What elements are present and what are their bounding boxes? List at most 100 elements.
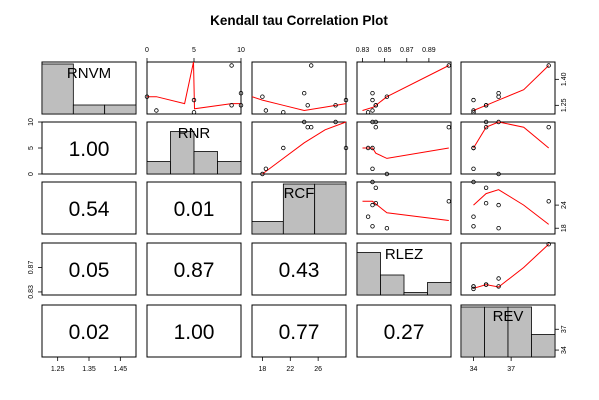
- scatter-point: [483, 103, 489, 108]
- scatter-point: [446, 199, 451, 204]
- panel-frame: [356, 121, 452, 175]
- scatter-point: [333, 103, 338, 108]
- x-tick-label: 0.87: [400, 47, 414, 54]
- smoother-line: [473, 65, 550, 111]
- scatter-point: [144, 94, 150, 99]
- scatter-point: [483, 124, 489, 130]
- x-tick-label: 34: [470, 366, 478, 373]
- y-tick-label: 34: [561, 346, 568, 354]
- histogram-bar: [531, 334, 556, 358]
- scatter-point: [373, 124, 378, 130]
- panel-frame: [460, 121, 556, 175]
- scatter-point: [471, 224, 476, 229]
- correlation-value: 0.43: [279, 259, 320, 282]
- x-tick-label: 26: [314, 366, 322, 373]
- scatter-point: [373, 200, 378, 206]
- scatter-point: [302, 119, 307, 125]
- panel-rnr-rev: [460, 119, 556, 177]
- scatter-point: [496, 90, 501, 96]
- scatter-point: [546, 241, 551, 247]
- scatter-point: [154, 108, 159, 113]
- scatter-point: [191, 97, 197, 103]
- scatter-point: [370, 119, 375, 125]
- scatter-point: [302, 90, 307, 96]
- histogram-bar: [427, 282, 452, 296]
- scatter-point: [373, 103, 378, 108]
- scatter-point: [496, 94, 501, 99]
- correlation-value: 0.01: [174, 198, 215, 221]
- y-tick-label: 37: [561, 325, 568, 333]
- correlation-value: 0.77: [279, 321, 320, 344]
- panel-rev-rnvm: 0.02: [41, 304, 137, 358]
- scatter-point: [370, 90, 375, 96]
- scatter-point: [263, 108, 269, 113]
- y-tick-label: 24: [561, 201, 568, 209]
- variable-label-rnvm: RNVM: [67, 65, 111, 82]
- scatter-point: [471, 108, 476, 113]
- scatter-point: [483, 282, 489, 287]
- smoother-line: [362, 65, 450, 111]
- panel-rcf-rev: [460, 179, 556, 235]
- y-tick-label: 10: [28, 118, 35, 126]
- panel-rlez-rev: [460, 241, 556, 296]
- scatter-point: [365, 145, 371, 151]
- x-tick-label: 22: [286, 366, 294, 373]
- panel-frame: [146, 304, 242, 358]
- scatter-point: [471, 110, 476, 115]
- scatter-point: [263, 166, 269, 171]
- panel-frame: [356, 61, 452, 115]
- histogram-bar: [282, 183, 316, 235]
- x-tick-label: 0.83: [356, 47, 370, 54]
- scatter-point: [471, 179, 476, 185]
- scatter-point: [309, 124, 314, 130]
- scatter-point: [471, 166, 476, 171]
- scatter-point: [238, 90, 244, 96]
- scatter-point: [496, 225, 501, 231]
- panel-rnvm-rlez: [356, 61, 452, 115]
- correlation-value: 0.87: [174, 259, 215, 282]
- scatter-point: [229, 63, 234, 68]
- scatter-point: [260, 171, 265, 177]
- correlation-value: 0.27: [384, 321, 425, 344]
- scatter-point: [370, 202, 375, 208]
- scatter-point: [370, 224, 375, 229]
- smoother-line: [251, 96, 347, 112]
- scatter-point: [483, 119, 489, 125]
- x-tick-label: 0.89: [422, 47, 436, 54]
- panel-frame: [251, 61, 347, 115]
- variable-label-rlez: RLEZ: [385, 246, 423, 263]
- x-tick-label: 1.35: [82, 366, 96, 373]
- panel-frame: [41, 181, 137, 235]
- panel-frame: [460, 181, 556, 235]
- scatter-point: [496, 284, 501, 289]
- panel-frame: [460, 242, 556, 296]
- scatter-point: [309, 63, 314, 68]
- panel-rev-rlez: 0.27: [356, 304, 452, 358]
- panel-frame: [41, 242, 137, 296]
- scatter-point: [471, 214, 476, 219]
- panel-frame: [251, 242, 347, 296]
- panel-rcf-rnvm: 0.54: [41, 181, 137, 235]
- scatter-point: [281, 110, 286, 115]
- panel-rcf-rnr: 0.01: [146, 181, 242, 235]
- panel-rev-rcf: 0.77: [251, 304, 347, 358]
- y-tick-label: 1.40: [561, 72, 568, 86]
- panel-frame: [356, 181, 452, 235]
- y-tick-label: 0.83: [28, 285, 35, 299]
- scatter-point: [546, 63, 551, 68]
- scatter-point: [260, 94, 265, 99]
- x-tick-label: 1.45: [114, 366, 128, 373]
- histogram-bar: [403, 292, 428, 296]
- scatter-point: [384, 171, 390, 177]
- scatter-point: [496, 119, 501, 125]
- panel-rnr-rnvm: 1.00: [41, 121, 137, 175]
- histogram-bar: [146, 161, 171, 175]
- scatter-point: [496, 171, 501, 177]
- scatter-point: [546, 199, 551, 204]
- histogram-bar: [41, 63, 74, 115]
- scatter-point: [370, 97, 375, 103]
- panel-frame: [460, 61, 556, 115]
- y-tick-label: 18: [561, 224, 568, 232]
- y-tick-label: 5: [28, 146, 35, 150]
- scatter-point: [343, 145, 349, 151]
